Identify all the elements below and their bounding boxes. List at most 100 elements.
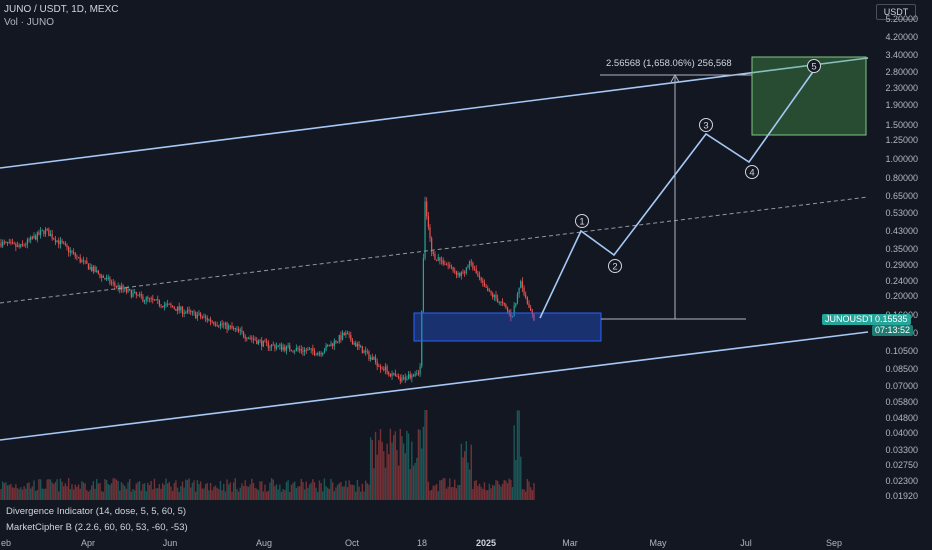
volume-bar xyxy=(501,483,504,500)
candle-body xyxy=(378,366,380,368)
candle-body xyxy=(117,285,119,288)
candle-body xyxy=(376,362,378,367)
accumulation-zone xyxy=(413,312,602,342)
candle-body xyxy=(30,237,32,241)
volume-bar xyxy=(46,479,48,500)
candle-body xyxy=(498,302,500,303)
volume-bar xyxy=(424,410,426,500)
volume-bar xyxy=(67,478,70,500)
candle-body xyxy=(308,349,311,350)
candle-body xyxy=(523,287,525,295)
volume-bar xyxy=(421,448,423,500)
volume-bar xyxy=(284,490,286,500)
candle-body xyxy=(338,335,340,342)
volume-bar xyxy=(496,480,499,500)
candle-body xyxy=(3,241,5,243)
price-axis-label: 0.10500 xyxy=(885,346,918,357)
volume-bar xyxy=(115,479,118,500)
channel-upper-line xyxy=(0,57,869,169)
candle-body xyxy=(170,304,172,306)
volume-bar xyxy=(130,491,133,500)
price-axis-label: 1.90000 xyxy=(885,99,918,110)
candle-body xyxy=(381,368,383,370)
candle-body xyxy=(337,341,339,343)
volume-bar xyxy=(124,485,126,500)
candle-body xyxy=(280,344,283,350)
candle-body xyxy=(528,303,530,308)
time-axis-label: Sep xyxy=(825,538,843,548)
volume-bar xyxy=(54,482,57,500)
candle-body xyxy=(533,313,535,321)
price-axis-label: 0.65000 xyxy=(885,191,918,202)
volume-bar xyxy=(364,480,367,500)
candle-body xyxy=(432,252,434,255)
candle-body xyxy=(242,331,245,337)
volume-bar xyxy=(325,486,327,500)
volume-bar xyxy=(58,491,60,500)
volume-label[interactable]: Vol · JUNO xyxy=(4,17,55,28)
candle-body xyxy=(223,324,225,326)
currency-unit-button[interactable]: USDT xyxy=(876,4,916,20)
volume-bar xyxy=(434,485,436,500)
candle-body xyxy=(269,346,271,348)
volume-bar xyxy=(366,483,368,500)
candle-body xyxy=(500,301,502,303)
volume-bar xyxy=(72,489,75,500)
volume-bar xyxy=(492,484,494,500)
volume-bar xyxy=(270,478,273,500)
candle-body xyxy=(74,252,76,257)
candle-body xyxy=(82,260,85,262)
volume-bar xyxy=(285,481,288,500)
candle-body xyxy=(449,265,451,267)
volume-bar xyxy=(450,487,453,500)
volume-bar xyxy=(323,478,326,500)
volume-bar xyxy=(409,469,411,500)
candle-body xyxy=(251,337,253,339)
volume-bar xyxy=(468,469,471,500)
volume-bar xyxy=(378,440,380,500)
candle-body xyxy=(158,299,160,306)
price-axis-label: 4.20000 xyxy=(885,32,918,43)
symbol-title[interactable]: JUNO / USDT, 1D, MEXC xyxy=(4,4,119,15)
volume-bar xyxy=(426,410,428,500)
volume-bar xyxy=(477,486,479,500)
price-axis-label: 2.30000 xyxy=(885,83,918,94)
wave-label-circle xyxy=(608,259,622,273)
price-axis-label: 0.08500 xyxy=(885,364,918,375)
candle-body xyxy=(183,312,185,314)
marketcipher-indicator-label[interactable]: MarketCipher B (2.2.6, 60, 60, 53, -60, … xyxy=(6,522,188,533)
price-axis-label: 0.01920 xyxy=(885,491,918,501)
volume-bar xyxy=(127,482,129,500)
volume-bar xyxy=(71,484,73,500)
divergence-indicator-label[interactable]: Divergence Indicator (14, dose, 5, 5, 60… xyxy=(6,506,187,517)
volume-bar xyxy=(298,486,301,500)
volume-bar xyxy=(272,479,274,500)
volume-bar xyxy=(142,483,144,500)
volume-bar xyxy=(449,478,451,500)
wave-label: 3 xyxy=(703,121,708,132)
volume-bar xyxy=(302,482,304,500)
candle-body xyxy=(436,259,438,261)
candle-body xyxy=(229,325,231,327)
volume-bar xyxy=(114,478,116,500)
candle-body xyxy=(41,230,43,232)
candle-body xyxy=(53,238,55,240)
volume-bar xyxy=(140,490,142,500)
volume-bar xyxy=(138,481,141,500)
volume-bar xyxy=(5,482,7,500)
candle-body xyxy=(63,242,65,244)
candle-body xyxy=(132,292,134,297)
volume-bar xyxy=(53,484,55,500)
volume-bar xyxy=(493,485,496,500)
candle-body xyxy=(455,271,457,275)
candle-body xyxy=(409,374,411,378)
time-axis-label: Mar xyxy=(562,538,578,548)
candle-body xyxy=(472,262,474,269)
volume-bar xyxy=(226,479,228,500)
candle-body xyxy=(300,349,302,351)
volume-bar xyxy=(277,489,279,500)
candle-body xyxy=(13,242,15,244)
volume-bar xyxy=(303,489,306,500)
volume-bar xyxy=(488,483,491,500)
